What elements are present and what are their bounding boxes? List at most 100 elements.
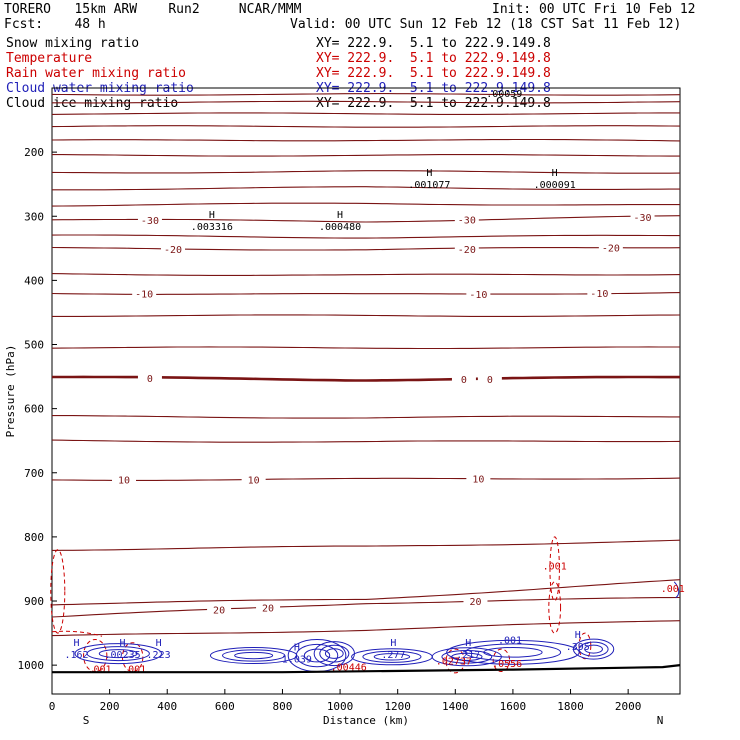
legend-entry-name: Cloud ice mixing ratio — [6, 96, 179, 111]
y-tick-label: 500 — [24, 339, 44, 352]
y-tick-label: 800 — [24, 531, 44, 544]
isotherm-line — [51, 112, 680, 115]
isotherm-label-bg — [477, 372, 502, 385]
isotherm-line — [52, 415, 680, 419]
isotherm-label-bg — [241, 473, 266, 486]
isotherm-label-bg — [466, 472, 491, 485]
cloud-water-contour — [464, 643, 562, 662]
isotherm-label-bg — [256, 601, 281, 614]
ground-surface-line — [52, 664, 681, 674]
rain-contour — [548, 581, 562, 634]
x-tick-label: 1600 — [500, 700, 527, 713]
y-tick-label: 400 — [24, 274, 44, 287]
contour-value-label: .001 — [543, 562, 567, 573]
isotherm-label: 10 — [248, 475, 260, 486]
cloud-water-contour — [483, 647, 543, 658]
isotherm-line — [51, 292, 681, 295]
contour-value-label: .001 — [87, 664, 111, 675]
contour-value-label: .223 — [147, 650, 171, 661]
cloud-water-contour — [98, 649, 138, 659]
y-tick-label: 1000 — [18, 659, 45, 672]
maximum-marker: H — [120, 638, 126, 649]
contour-value-label: .162 — [64, 650, 88, 661]
cloud-water-contour — [572, 638, 615, 660]
y-tick-label: 600 — [24, 403, 44, 416]
isotherm-line — [51, 579, 681, 606]
x-tick-label: 1000 — [327, 700, 354, 713]
cloud-water-contour — [86, 646, 150, 662]
cloud-water-contour — [362, 650, 422, 663]
contour-value-label: .217 — [456, 650, 480, 661]
isotherm-label: 10 — [472, 475, 484, 486]
isotherm-label-bg — [137, 372, 162, 385]
isotherm-line — [51, 596, 681, 618]
isotherm-label-bg — [454, 213, 479, 226]
contour-value-label: .02737 — [436, 657, 472, 668]
maximum-marker: H — [390, 638, 396, 649]
contour-value-label: .000480 — [319, 222, 361, 233]
isotherm-label-bg — [587, 287, 612, 300]
legend-entry-xy: XY= 222.9. 5.1 to 222.9.149.8 — [316, 51, 551, 66]
isotherm-line — [51, 246, 681, 251]
x-tick-label: 600 — [215, 700, 235, 713]
contour-value-label: .00446 — [331, 662, 367, 673]
y-tick-label: 300 — [24, 210, 44, 223]
y-tick-label: 200 — [24, 146, 44, 159]
maximum-marker: H — [552, 168, 558, 179]
contour-value-label: 1.039 — [282, 655, 312, 666]
maximum-marker: H — [426, 168, 432, 179]
contour-value-label: .000091 — [534, 180, 576, 191]
isotherm-label-bg — [466, 287, 491, 300]
legend-entry-xy: XY= 222.9. 5.1 to 222.9.149.8 — [316, 66, 551, 81]
cloud-water-contour — [295, 643, 339, 668]
isotherm-label: 20 — [262, 603, 274, 614]
isotherm-label-bg — [630, 210, 655, 223]
x-tick-label: 1400 — [442, 700, 469, 713]
maximum-marker: H — [337, 210, 343, 221]
x-tick-label: 1200 — [384, 700, 411, 713]
model-title: TORERO 15km ARW Run2 NCAR/MMM — [4, 2, 302, 17]
cloud-water-contour — [303, 648, 331, 663]
maximum-marker: H — [294, 643, 300, 654]
isotherm-line — [52, 154, 680, 157]
legend-entry-name: Snow mixing ratio — [6, 36, 140, 51]
x-axis-title: Distance (km) — [323, 714, 409, 727]
forecast-hour: Fcst: 48 h — [4, 17, 106, 32]
init-time: Init: 00 UTC Fri 10 Feb 12 — [492, 2, 696, 17]
isotherm-label: 0 — [147, 374, 153, 385]
rain-contour — [549, 536, 560, 602]
isotherm-line — [51, 439, 681, 443]
isotherm-label: -30 — [634, 213, 652, 224]
contour-value-label: .001 — [122, 664, 146, 675]
isotherm-line — [52, 314, 681, 317]
isotherm-label: -30 — [458, 216, 476, 227]
cloud-water-contour — [209, 647, 298, 665]
isotherm-label-bg — [598, 241, 623, 254]
isotherm-line — [52, 186, 680, 191]
isotherm-label: -30 — [141, 216, 159, 227]
isotherm-line — [51, 125, 681, 128]
cloud-water-contour — [673, 581, 680, 599]
isotherm-label-bg — [207, 603, 232, 616]
cloud-water-contour — [446, 639, 580, 665]
rain-contour — [578, 632, 592, 660]
maximum-marker: H — [465, 638, 471, 649]
isotherm-line — [51, 273, 681, 276]
contour-value-label: .00059 — [486, 89, 522, 100]
isotherm-line — [51, 138, 681, 142]
contour-value-label: .003316 — [191, 222, 233, 233]
isotherm-label-bg — [137, 214, 162, 227]
isotherm-line — [51, 234, 680, 239]
isotherm-label-bg — [451, 372, 476, 385]
x-tick-label: 200 — [100, 700, 120, 713]
maximum-marker: H — [156, 638, 162, 649]
isotherm-label: -20 — [458, 245, 476, 256]
x-tick-label: 0 — [49, 700, 56, 713]
x-axis-left-end: S — [83, 714, 90, 727]
isotherm-label: 0 — [487, 375, 493, 386]
contour-value-label: .001 — [498, 635, 522, 646]
x-axis-right-end: N — [657, 714, 664, 727]
isotherm-label: 20 — [469, 597, 481, 608]
cloud-water-contour — [373, 653, 411, 661]
